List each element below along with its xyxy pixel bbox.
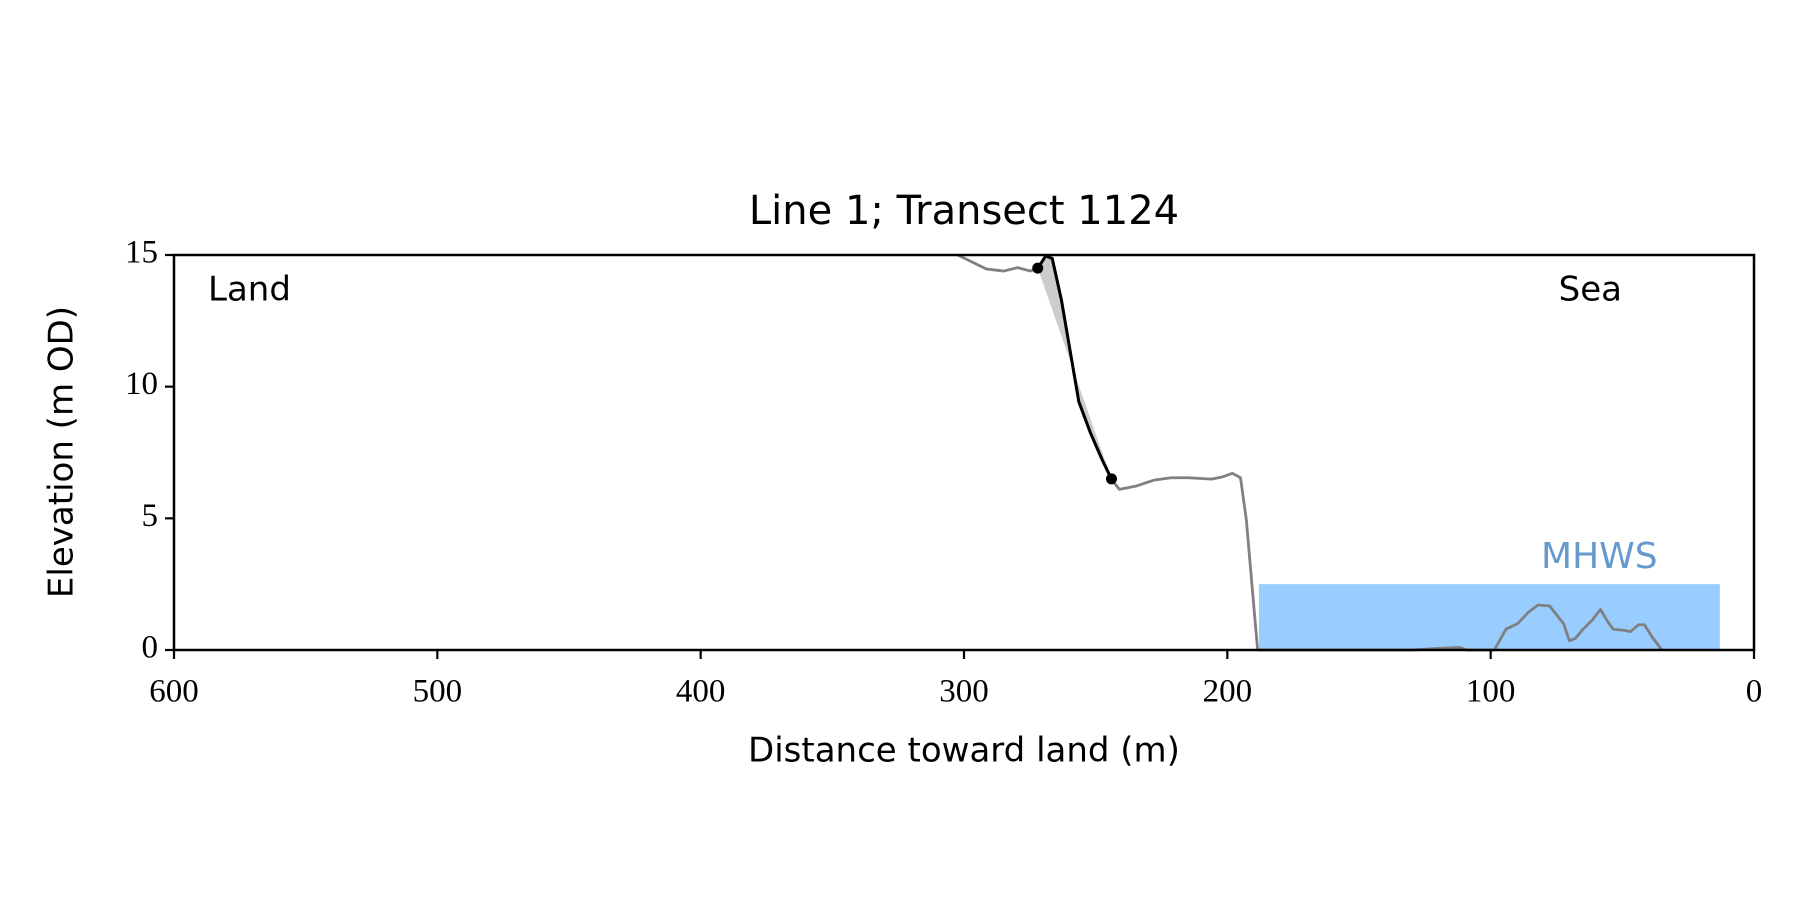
- mhws-band: [1258, 584, 1720, 650]
- cliff-line: [1036, 254, 1113, 480]
- mhws-label: MHWS: [1541, 536, 1658, 577]
- cliff-shade: [1037, 256, 1112, 479]
- annotation: Sea: [1559, 270, 1622, 310]
- x-tick-label: 200: [1203, 674, 1253, 710]
- y-axis-label: Elevation (m OD): [42, 306, 82, 598]
- annotation: Land: [208, 270, 291, 310]
- cliff-point: [1032, 262, 1044, 274]
- x-tick-label: 600: [149, 674, 199, 710]
- cliff-point: [1105, 473, 1117, 485]
- y-tick-label: 5: [142, 498, 159, 534]
- x-tick-label: 300: [939, 674, 989, 710]
- chart-title: Line 1; Transect 1124: [749, 188, 1179, 234]
- y-tick-label: 15: [125, 235, 158, 271]
- x-tick-label: 100: [1466, 674, 1516, 710]
- x-axis-label: Distance toward land (m): [748, 731, 1180, 771]
- y-tick-label: 0: [142, 630, 159, 666]
- x-tick-label: 400: [676, 674, 726, 710]
- y-tick-label: 10: [125, 366, 158, 402]
- x-tick-label: 500: [413, 674, 463, 710]
- x-tick-label: 0: [1746, 674, 1763, 710]
